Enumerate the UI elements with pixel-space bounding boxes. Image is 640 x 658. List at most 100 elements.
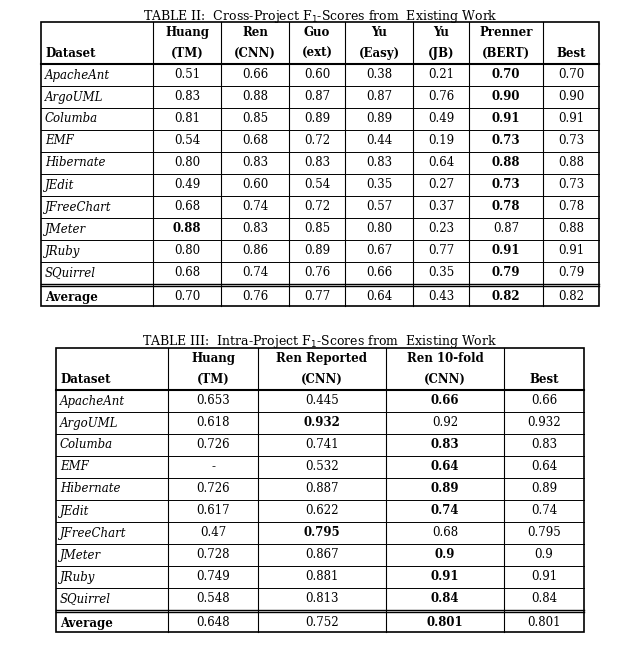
Text: 0.881: 0.881 (305, 570, 339, 584)
Text: 0.72: 0.72 (304, 201, 330, 213)
Text: 0.87: 0.87 (304, 91, 330, 103)
Text: Ren Reported: Ren Reported (276, 351, 367, 365)
Text: Average: Average (60, 617, 113, 630)
Text: 0.67: 0.67 (366, 245, 392, 257)
Text: 0.795: 0.795 (527, 526, 561, 540)
Text: 0.70: 0.70 (558, 68, 584, 82)
Text: JMeter: JMeter (60, 549, 101, 561)
Text: ArgoUML: ArgoUML (45, 91, 104, 103)
Text: Dataset: Dataset (60, 372, 111, 386)
Text: EMF: EMF (60, 461, 89, 474)
Text: 0.74: 0.74 (531, 505, 557, 517)
Text: Columba: Columba (60, 438, 113, 451)
Text: Hibernate: Hibernate (60, 482, 120, 495)
Text: 0.23: 0.23 (428, 222, 454, 236)
Text: 0.90: 0.90 (492, 91, 520, 103)
Text: (CNN): (CNN) (234, 47, 276, 60)
Text: 0.9: 0.9 (534, 549, 554, 561)
Text: 0.749: 0.749 (196, 570, 230, 584)
Text: 0.74: 0.74 (242, 266, 268, 280)
Text: 0.73: 0.73 (492, 134, 520, 147)
Text: 0.78: 0.78 (492, 201, 520, 213)
Text: 0.728: 0.728 (196, 549, 230, 561)
Text: Guo: Guo (304, 26, 330, 39)
Text: 0.92: 0.92 (432, 417, 458, 430)
Text: -: - (211, 461, 215, 474)
Text: 0.83: 0.83 (531, 438, 557, 451)
Text: 0.653: 0.653 (196, 395, 230, 407)
Text: 0.76: 0.76 (242, 290, 268, 303)
Text: ApacheAnt: ApacheAnt (45, 68, 110, 82)
Text: 0.68: 0.68 (242, 134, 268, 147)
Text: (TM): (TM) (196, 372, 229, 386)
Text: SQuirrel: SQuirrel (60, 592, 111, 605)
Text: 0.752: 0.752 (305, 617, 339, 630)
Text: 0.21: 0.21 (428, 68, 454, 82)
Text: 0.887: 0.887 (305, 482, 339, 495)
Text: 0.84: 0.84 (531, 592, 557, 605)
Text: JRuby: JRuby (60, 570, 95, 584)
Text: 0.88: 0.88 (242, 91, 268, 103)
Text: 0.78: 0.78 (558, 201, 584, 213)
Text: 0.88: 0.88 (173, 222, 201, 236)
Text: 0.47: 0.47 (200, 526, 226, 540)
Text: 0.79: 0.79 (492, 266, 520, 280)
Text: 0.66: 0.66 (531, 395, 557, 407)
Text: 0.83: 0.83 (242, 222, 268, 236)
Text: 0.87: 0.87 (366, 91, 392, 103)
Text: 0.70: 0.70 (174, 290, 200, 303)
Text: 0.83: 0.83 (304, 157, 330, 170)
Text: (TM): (TM) (171, 47, 204, 60)
Text: 0.37: 0.37 (428, 201, 454, 213)
Text: 0.54: 0.54 (174, 134, 200, 147)
Text: 0.68: 0.68 (174, 266, 200, 280)
Text: JRuby: JRuby (45, 245, 81, 257)
Text: 0.64: 0.64 (366, 290, 392, 303)
Text: Dataset: Dataset (45, 47, 95, 60)
Text: 0.77: 0.77 (304, 290, 330, 303)
Text: 0.89: 0.89 (366, 113, 392, 126)
Text: 0.74: 0.74 (431, 505, 460, 517)
Text: EMF: EMF (45, 134, 74, 147)
Text: 0.91: 0.91 (558, 245, 584, 257)
Text: (BERT): (BERT) (482, 47, 530, 60)
Text: 0.548: 0.548 (196, 592, 230, 605)
Text: 0.73: 0.73 (558, 178, 584, 191)
Text: ApacheAnt: ApacheAnt (60, 395, 125, 407)
Text: 0.73: 0.73 (558, 134, 584, 147)
Text: 0.90: 0.90 (558, 91, 584, 103)
Text: JEdit: JEdit (60, 505, 90, 517)
Text: 0.66: 0.66 (431, 395, 460, 407)
Bar (41, 22, 599, 306)
Text: 0.85: 0.85 (242, 113, 268, 126)
Text: 0.84: 0.84 (431, 592, 460, 605)
Text: 0.648: 0.648 (196, 617, 230, 630)
Text: Hibernate: Hibernate (45, 157, 106, 170)
Text: 0.43: 0.43 (428, 290, 454, 303)
Text: 0.89: 0.89 (304, 245, 330, 257)
Text: 0.89: 0.89 (304, 113, 330, 126)
Text: Best: Best (529, 372, 559, 386)
Text: 0.9: 0.9 (435, 549, 455, 561)
Text: 0.83: 0.83 (431, 438, 460, 451)
Text: 0.54: 0.54 (304, 178, 330, 191)
Text: 0.83: 0.83 (174, 91, 200, 103)
Text: 0.88: 0.88 (492, 157, 520, 170)
Text: Ren: Ren (242, 26, 268, 39)
Text: (ext): (ext) (301, 47, 333, 60)
Text: 0.60: 0.60 (304, 68, 330, 82)
Text: 0.76: 0.76 (428, 91, 454, 103)
Text: 0.74: 0.74 (242, 201, 268, 213)
Text: 0.64: 0.64 (531, 461, 557, 474)
Text: JFreeChart: JFreeChart (45, 201, 111, 213)
Text: 0.79: 0.79 (558, 266, 584, 280)
Text: JEdit: JEdit (45, 178, 74, 191)
Text: 0.617: 0.617 (196, 505, 230, 517)
Text: 0.73: 0.73 (492, 178, 520, 191)
Text: 0.88: 0.88 (558, 222, 584, 236)
Text: 0.88: 0.88 (558, 157, 584, 170)
Text: 0.89: 0.89 (531, 482, 557, 495)
Text: JFreeChart: JFreeChart (60, 526, 127, 540)
Text: 0.44: 0.44 (366, 134, 392, 147)
Text: 0.83: 0.83 (366, 157, 392, 170)
